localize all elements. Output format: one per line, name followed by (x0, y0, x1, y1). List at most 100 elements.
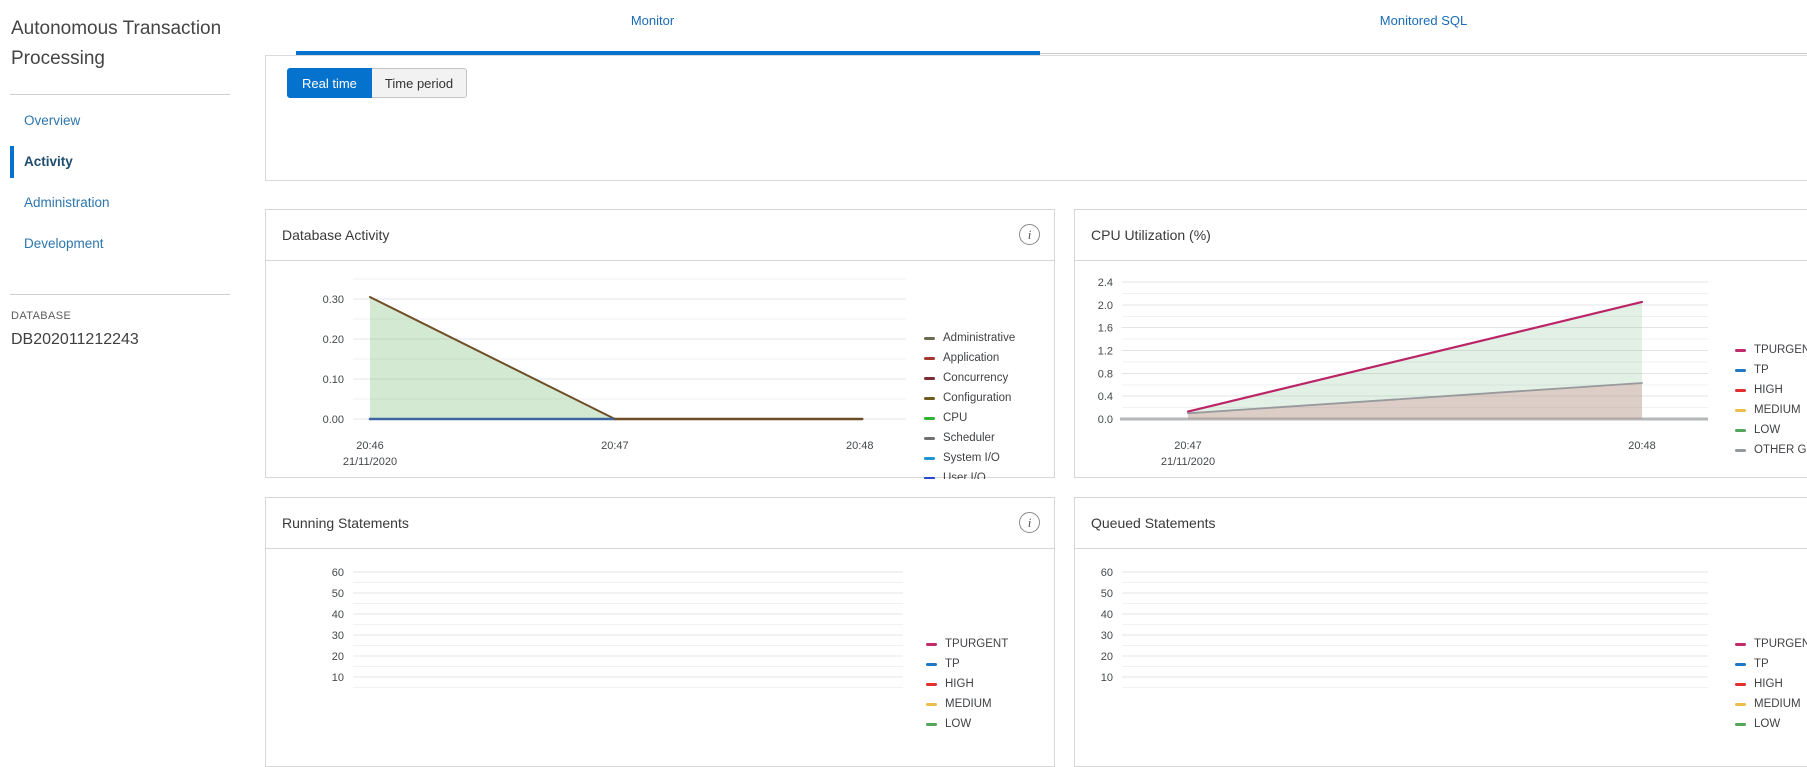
time-period-button[interactable]: Time period (371, 68, 468, 98)
legend-label: LOW (1754, 718, 1781, 730)
legend-label: User I/O (943, 472, 986, 479)
running-statements-legend: TPURGENT TP HIGH MEDIUM LOW (926, 634, 1008, 734)
queued-statements-chart: 60 50 40 30 20 10 (1101, 567, 1708, 688)
info-icon[interactable]: i (1019, 512, 1040, 533)
cpu-utilization-chart: 0.0 0.4 0.8 1.2 1.6 2.0 2.4 20:47 21/11/2020 20:4… (1098, 277, 1708, 468)
info-icon[interactable]: i (1019, 224, 1040, 245)
sidebar-item-overview[interactable]: Overview (24, 113, 81, 128)
legend-label: System I/O (943, 452, 1000, 464)
legend-marker-icon (926, 702, 937, 706)
panel-running-statements: Running Statements i 60 50 40 30 20 10 TPURGEN… (265, 497, 1055, 767)
legend-item[interactable]: Configuration (924, 388, 1015, 408)
legend-label: HIGH (1754, 678, 1783, 690)
legend-item[interactable]: User I/O (924, 468, 1015, 479)
svg-text:20:48: 20:48 (1628, 440, 1656, 452)
panel-header: CPU Utilization (%) i (1075, 210, 1807, 261)
sidebar: Autonomous Transaction Processing Overvi… (0, 0, 252, 675)
cpu-utilization-legend: TPURGENT TP HIGH MEDIUM LOW OTHER GROUPS (1735, 340, 1807, 460)
panel-cpu-utilization: CPU Utilization (%) i 0.0 0.4 0.8 1.2 1.6 2.0… (1074, 209, 1807, 478)
svg-text:20: 20 (1101, 651, 1113, 663)
legend-marker-icon (1735, 368, 1746, 372)
panel-database-activity: Database Activity i 0.00 0.10 0.20 0.30 20:4… (265, 209, 1055, 479)
sidebar-item-development[interactable]: Development (24, 236, 104, 251)
legend-marker-icon (1735, 448, 1746, 452)
svg-text:1.6: 1.6 (1098, 323, 1113, 335)
legend-marker-icon (1735, 662, 1746, 666)
svg-text:0.4: 0.4 (1098, 391, 1113, 403)
legend-item[interactable]: HIGH (1735, 380, 1807, 400)
legend-label: TPURGENT (1754, 638, 1807, 650)
svg-text:10: 10 (332, 672, 344, 684)
legend-item[interactable]: HIGH (926, 674, 1008, 694)
svg-text:50: 50 (1101, 588, 1113, 600)
legend-item[interactable]: Administrative (924, 328, 1015, 348)
database-activity-legend: Administrative Application Concurrency Conf… (924, 328, 1015, 479)
legend-item[interactable]: Scheduler (924, 428, 1015, 448)
legend-marker-icon (924, 456, 935, 460)
svg-text:40: 40 (1101, 609, 1113, 621)
svg-text:60: 60 (332, 567, 344, 579)
sidebar-divider (10, 294, 230, 295)
svg-text:30: 30 (1101, 630, 1113, 642)
legend-item[interactable]: TPURGENT (1735, 340, 1807, 360)
legend-marker-icon (924, 416, 935, 420)
legend-item[interactable]: Application (924, 348, 1015, 368)
svg-text:1.2: 1.2 (1098, 346, 1113, 358)
real-time-button[interactable]: Real time (287, 68, 372, 98)
legend-item[interactable]: MEDIUM (1735, 694, 1807, 714)
legend-item[interactable]: Concurrency (924, 368, 1015, 388)
legend-item[interactable]: HIGH (1735, 674, 1807, 694)
legend-marker-icon (926, 662, 937, 666)
legend-item[interactable]: TP (1735, 360, 1807, 380)
legend-marker-icon (926, 722, 937, 726)
legend-label: Scheduler (943, 432, 995, 444)
tab-bar: Monitor Monitored SQL (265, 0, 1807, 55)
legend-label: Concurrency (943, 372, 1009, 384)
svg-text:2.0: 2.0 (1098, 300, 1113, 312)
legend-marker-icon (926, 642, 937, 646)
legend-marker-icon (1735, 722, 1746, 726)
legend-label: LOW (945, 718, 972, 730)
legend-item[interactable]: TPURGENT (1735, 634, 1807, 654)
queued-statements-legend: TPURGENT TP HIGH MEDIUM LOW (1735, 634, 1807, 734)
legend-item[interactable]: System I/O (924, 448, 1015, 468)
legend-marker-icon (1735, 428, 1746, 432)
svg-text:30: 30 (332, 630, 344, 642)
legend-item[interactable]: LOW (1735, 420, 1807, 440)
panel-header: Running Statements i (266, 498, 1054, 549)
app-title: Autonomous Transaction Processing (11, 18, 222, 69)
svg-text:20:46: 20:46 (356, 440, 384, 452)
svg-text:10: 10 (1101, 672, 1113, 684)
panel-header: Database Activity i (266, 210, 1054, 261)
legend-item[interactable]: LOW (1735, 714, 1807, 734)
legend-item[interactable]: MEDIUM (926, 694, 1008, 714)
legend-item[interactable]: TP (1735, 654, 1807, 674)
legend-item[interactable]: TP (926, 654, 1008, 674)
svg-text:0.20: 0.20 (323, 334, 344, 346)
sidebar-nav: Overview Activity Administration Develop… (10, 105, 230, 269)
legend-label: TPURGENT (1754, 344, 1807, 356)
tab-monitored-sql[interactable]: Monitored SQL (1379, 13, 1468, 28)
legend-item[interactable]: CPU (924, 408, 1015, 428)
chart-area: 0.00 0.10 0.20 0.30 20:46 21/11/2020 20:47 20:4… (266, 261, 1054, 479)
legend-label: HIGH (945, 678, 974, 690)
legend-marker-icon (924, 376, 935, 380)
legend-item[interactable]: LOW (926, 714, 1008, 734)
tab-monitor[interactable]: Monitor (630, 13, 675, 28)
legend-item[interactable]: TPURGENT (926, 634, 1008, 654)
svg-text:20:47: 20:47 (1174, 440, 1202, 452)
legend-marker-icon (1735, 642, 1746, 646)
svg-text:50: 50 (332, 588, 344, 600)
sidebar-item-activity[interactable]: Activity (10, 146, 230, 178)
svg-text:20:48: 20:48 (846, 440, 874, 452)
legend-label: CPU (943, 412, 968, 424)
svg-text:0.0: 0.0 (1098, 414, 1113, 426)
svg-text:0.8: 0.8 (1098, 368, 1113, 380)
svg-text:40: 40 (332, 609, 344, 621)
legend-item[interactable]: MEDIUM (1735, 400, 1807, 420)
legend-marker-icon (924, 396, 935, 400)
legend-item[interactable]: OTHER GROUPS (1735, 440, 1807, 460)
legend-marker-icon (924, 436, 935, 440)
sidebar-item-administration[interactable]: Administration (24, 195, 110, 210)
